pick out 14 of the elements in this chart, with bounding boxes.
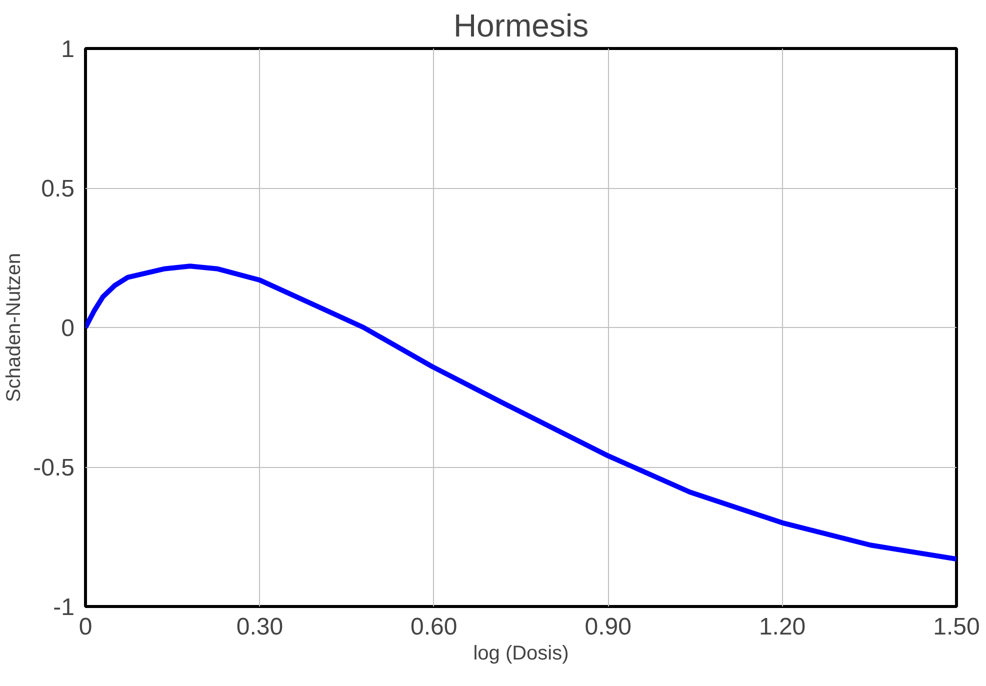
y-tick-label: 0 [61, 315, 75, 342]
y-tick-label: -0.5 [33, 454, 75, 482]
x-tick-label: 0 [78, 614, 92, 640]
x-tick-label: 0.60 [410, 614, 458, 640]
y-axis-title: Schaden-Nutzen [3, 253, 26, 402]
x-axis-title: log (Dosis) [473, 642, 569, 664]
y-tick-label: 1 [61, 36, 75, 63]
x-tick-label: 1.50 [933, 614, 980, 640]
x-tick-label: 1.20 [758, 614, 806, 640]
chart-title: Hormesis [453, 8, 589, 44]
y-tick-label: 0.5 [41, 176, 75, 202]
x-tick-label: 0.90 [584, 614, 632, 640]
y-tick-label: -1 [53, 594, 75, 621]
x-tick-label: 0.30 [236, 614, 284, 640]
